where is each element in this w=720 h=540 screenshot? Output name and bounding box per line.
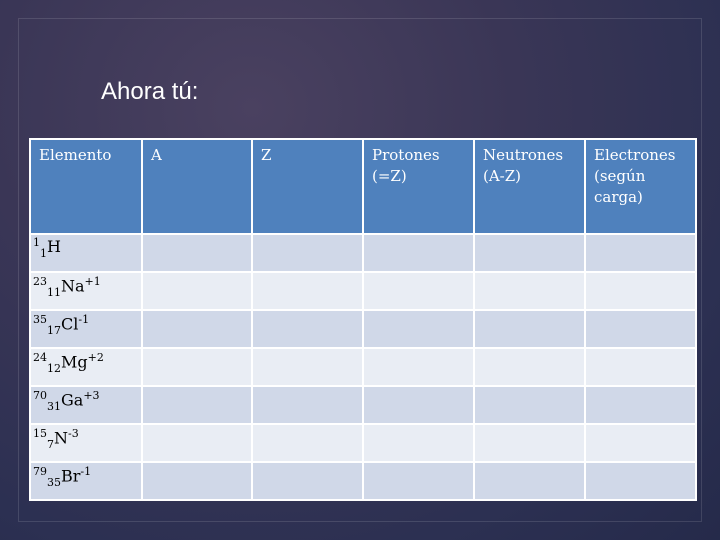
ion-charge: +2 [87,351,104,364]
mass-number: 23 [33,275,47,289]
ion-charge: +1 [84,275,101,288]
mass-number: 15 [33,427,47,441]
protones-cell[interactable] [362,271,475,311]
element-cell: 11H [29,233,143,273]
ion-charge: -1 [78,313,90,326]
a-cell[interactable] [141,271,253,311]
element-cell: 7031Ga+3 [29,385,143,425]
neutrones-cell[interactable] [473,385,586,425]
element-notation: 2311Na+1 [31,273,141,299]
neutrones-cell[interactable] [473,347,586,387]
z-cell[interactable] [251,309,364,349]
element-symbol: Na [61,276,85,296]
z-cell[interactable] [251,233,364,273]
table-row: 2412Mg+2 [29,347,697,387]
slide-frame [18,18,702,522]
atomic-number: 17 [47,324,61,338]
isotope-table: Elemento A Z Protones (=Z) Neutrones (A-… [29,138,697,501]
element-cell: 2311Na+1 [29,271,143,311]
table-row: 7031Ga+3 [29,385,697,425]
protones-cell[interactable] [362,309,475,349]
mass-number: 70 [33,389,47,403]
atomic-number: 7 [47,438,54,452]
element-notation: 3517Cl-1 [31,311,141,337]
protones-cell[interactable] [362,233,475,273]
element-symbol: Mg [61,352,88,372]
neutrones-cell[interactable] [473,461,586,501]
element-symbol: Cl [61,314,79,334]
a-cell[interactable] [141,423,253,463]
element-symbol: Br [61,466,81,486]
slide-title: Ahora tú: [101,78,199,105]
element-cell: 157N-3 [29,423,143,463]
z-cell[interactable] [251,347,364,387]
protones-cell[interactable] [362,461,475,501]
atomic-number: 1 [40,247,47,260]
element-notation: 2412Mg+2 [31,349,141,375]
electrones-cell[interactable] [584,423,697,463]
element-cell: 3517Cl-1 [29,309,143,349]
z-cell[interactable] [251,423,364,463]
mass-number: 35 [33,313,47,327]
atomic-number: 35 [47,476,61,490]
a-cell[interactable] [141,385,253,425]
atomic-number: 12 [47,362,61,376]
element-symbol: N [54,428,68,448]
table-row: 7935Br-1 [29,461,697,501]
header-elemento: Elemento [29,138,143,235]
electrones-cell[interactable] [584,347,697,387]
neutrones-cell[interactable] [473,309,586,349]
z-cell[interactable] [251,271,364,311]
header-neutrones: Neutrones (A-Z) [473,138,586,235]
table-row: 11H [29,233,697,273]
neutrones-cell[interactable] [473,423,586,463]
element-cell: 7935Br-1 [29,461,143,501]
table-row: 2311Na+1 [29,271,697,311]
table-header-row: Elemento A Z Protones (=Z) Neutrones (A-… [29,138,697,235]
a-cell[interactable] [141,347,253,387]
electrones-cell[interactable] [584,271,697,311]
atomic-number: 11 [47,286,61,300]
ion-charge: -3 [68,427,79,440]
z-cell[interactable] [251,385,364,425]
element-notation: 7935Br-1 [31,463,141,489]
z-cell[interactable] [251,461,364,501]
a-cell[interactable] [141,309,253,349]
table-row: 157N-3 [29,423,697,463]
neutrones-cell[interactable] [473,233,586,273]
element-cell: 2412Mg+2 [29,347,143,387]
a-cell[interactable] [141,233,253,273]
electrones-cell[interactable] [584,233,697,273]
electrones-cell[interactable] [584,461,697,501]
header-protones: Protones (=Z) [362,138,475,235]
element-notation: 157N-3 [31,425,141,451]
element-notation: 7031Ga+3 [31,387,141,413]
element-notation: 11H [31,235,141,260]
element-symbol: H [47,237,61,256]
neutrones-cell[interactable] [473,271,586,311]
protones-cell[interactable] [362,347,475,387]
table-row: 3517Cl-1 [29,309,697,349]
atomic-number: 31 [47,400,61,414]
electrones-cell[interactable] [584,385,697,425]
protones-cell[interactable] [362,385,475,425]
header-z: Z [251,138,364,235]
mass-number: 1 [33,236,40,249]
ion-charge: +3 [83,389,100,402]
header-electrones: Electrones (según carga) [584,138,697,235]
electrones-cell[interactable] [584,309,697,349]
element-symbol: Ga [61,390,84,410]
a-cell[interactable] [141,461,253,501]
mass-number: 24 [33,351,47,365]
mass-number: 79 [33,465,47,479]
protones-cell[interactable] [362,423,475,463]
ion-charge: -1 [80,465,92,478]
header-a: A [141,138,253,235]
